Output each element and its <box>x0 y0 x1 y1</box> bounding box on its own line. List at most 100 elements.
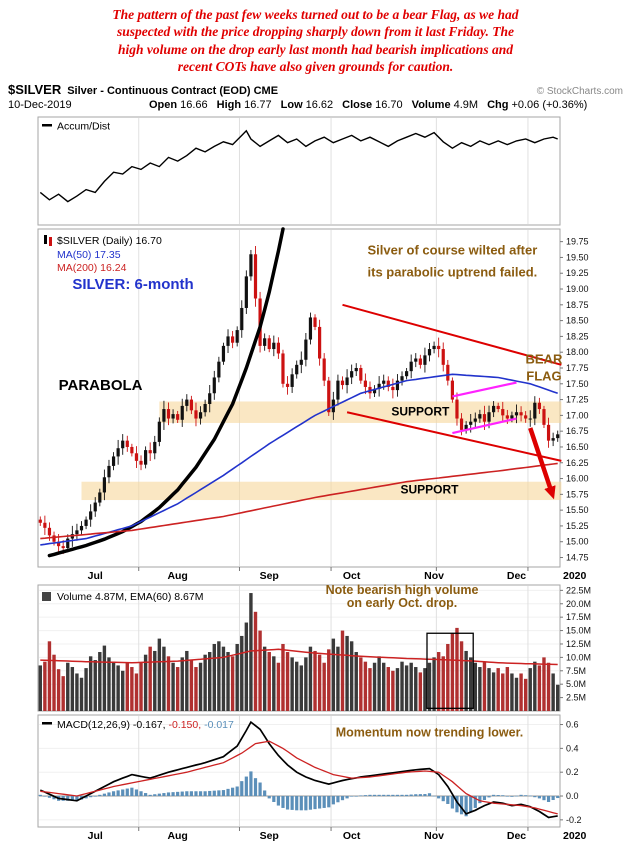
svg-text:Accum/Dist: Accum/Dist <box>57 121 110 133</box>
accum-legend: Accum/Dist <box>42 121 110 133</box>
svg-text:Oct: Oct <box>343 570 361 582</box>
price-legend: $SILVER (Daily) 16.70 MA(50) 17.35MA(200)… <box>44 235 162 274</box>
volume-legend: Volume 4.87M, EMA(60) 8.67M <box>42 591 203 603</box>
svg-text:0.4: 0.4 <box>566 743 579 753</box>
ma50-line <box>40 373 558 546</box>
svg-text:Nov: Nov <box>424 830 444 842</box>
quote-high: High 16.77 <box>216 99 272 112</box>
quote-close: Close 16.70 <box>342 99 403 112</box>
bear-flag-lines <box>452 381 517 435</box>
line-swatch-icon <box>42 124 52 127</box>
svg-text:15.75: 15.75 <box>566 489 589 499</box>
svg-text:Aug: Aug <box>167 830 187 842</box>
macd-histogram <box>38 771 560 817</box>
svg-text:5.0M: 5.0M <box>566 679 586 689</box>
svg-text:18.00: 18.00 <box>566 347 589 357</box>
svg-text:17.50: 17.50 <box>566 379 589 389</box>
svg-text:0.6: 0.6 <box>566 720 579 730</box>
svg-text:10.0M: 10.0M <box>566 652 591 662</box>
svg-text:on early Oct. drop.: on early Oct. drop. <box>347 596 457 610</box>
parabola-curve <box>47 227 285 558</box>
svg-text:16.25: 16.25 <box>566 458 589 468</box>
svg-text:0.0: 0.0 <box>566 791 579 801</box>
commentary-line: suspected with the price dropping sharpl… <box>116 24 515 40</box>
svg-text:20.0M: 20.0M <box>566 599 591 609</box>
svg-text:19.50: 19.50 <box>566 252 589 262</box>
axis-labels: 19.75 19.50 19.25 19.00 18.75 18.50 18.25 18.00… <box>560 237 591 825</box>
svg-text:19.00: 19.00 <box>566 284 589 294</box>
svg-text:7.5M: 7.5M <box>566 666 586 676</box>
svg-text:SUPPORT: SUPPORT <box>391 404 450 418</box>
support-zones <box>81 401 562 501</box>
line-swatch-icon <box>42 722 52 725</box>
svg-text:17.25: 17.25 <box>566 395 589 405</box>
svg-text:18.50: 18.50 <box>566 316 589 326</box>
svg-text:Volume 4.87M, EMA(60) 8.67M: Volume 4.87M, EMA(60) 8.67M <box>57 591 203 603</box>
svg-text:MA(50) 17.35: MA(50) 17.35 <box>57 249 121 261</box>
quote-volume: Volume 4.9M <box>411 99 479 112</box>
svg-text:MA(200) 16.24: MA(200) 16.24 <box>57 262 127 274</box>
svg-text:18.25: 18.25 <box>566 331 589 341</box>
candlestick-icon <box>49 237 52 247</box>
svg-text:19.75: 19.75 <box>566 237 589 247</box>
svg-text:Note bearish high volume: Note bearish high volume <box>326 583 479 597</box>
svg-text:$SILVER (Daily) 16.70: $SILVER (Daily) 16.70 <box>57 235 162 247</box>
macd-annotation: Momentum now trending lower. <box>336 726 524 740</box>
svg-text:FLAG: FLAG <box>526 369 561 384</box>
svg-text:its parabolic uptrend failed.: its parabolic uptrend failed. <box>368 264 538 279</box>
svg-text:19.25: 19.25 <box>566 268 589 278</box>
price-annotations: SILVER: 6-month PARABOLA Silver of course … <box>59 242 563 496</box>
svg-text:Momentum now trending lower.: Momentum now trending lower. <box>336 726 524 740</box>
svg-text:Oct: Oct <box>343 830 361 842</box>
month-labels: Jul Aug Sep Oct Nov Dec 2020 Jul Aug Sep Oct Nov Dec… <box>88 567 587 842</box>
svg-text:PARABOLA: PARABOLA <box>59 377 143 394</box>
svg-text:Dec: Dec <box>507 570 526 582</box>
candlestick-icon <box>44 235 47 245</box>
copyright: © StockCharts.com <box>536 86 623 98</box>
svg-text:2020: 2020 <box>563 830 587 842</box>
commentary-line: The pattern of the past few weeks turned… <box>112 7 519 22</box>
svg-text:16.75: 16.75 <box>566 426 589 436</box>
quote-open: Open 16.66 <box>149 99 208 112</box>
svg-text:SILVER: 6-month: SILVER: 6-month <box>72 276 193 293</box>
quote-low: Low 16.62 <box>280 99 334 112</box>
volume-ema-line <box>40 648 558 666</box>
svg-text:15.25: 15.25 <box>566 521 589 531</box>
stock-chart: Accum/Dist SILVER: 6-month PARABOLA Silver … <box>37 116 591 842</box>
svg-text:18.75: 18.75 <box>566 300 589 310</box>
volume-highlight-box <box>426 632 474 710</box>
svg-text:22.5M: 22.5M <box>566 585 591 595</box>
svg-text:BEAR: BEAR <box>526 352 563 367</box>
svg-text:Jul: Jul <box>88 830 103 842</box>
commentary-line: high volume on the drop early last month… <box>118 41 513 57</box>
svg-text:15.00: 15.00 <box>566 537 589 547</box>
svg-text:16.00: 16.00 <box>566 474 589 484</box>
svg-text:15.0M: 15.0M <box>566 626 591 636</box>
breakdown-arrow <box>528 427 556 500</box>
volume-bars <box>38 593 560 712</box>
svg-text:2020: 2020 <box>563 570 587 582</box>
svg-text:17.5M: 17.5M <box>566 612 591 622</box>
accum-dist-line <box>39 129 558 203</box>
symbol-description: Silver - Continuous Contract (EOD) CME <box>67 85 279 98</box>
svg-text:Jul: Jul <box>88 570 103 582</box>
svg-text:0.2: 0.2 <box>566 767 579 777</box>
bar-swatch-icon <box>42 592 51 602</box>
svg-text:Aug: Aug <box>167 570 187 582</box>
svg-text:-0.2: -0.2 <box>566 815 582 825</box>
svg-text:SUPPORT: SUPPORT <box>400 483 459 497</box>
svg-text:17.00: 17.00 <box>566 410 589 420</box>
svg-text:17.75: 17.75 <box>566 363 589 373</box>
svg-text:MACD(12,26,9) -0.167, -0.150,: MACD(12,26,9) -0.167, -0.150, -0.017 <box>57 719 234 731</box>
svg-text:Nov: Nov <box>424 570 444 582</box>
svg-text:Sep: Sep <box>260 570 279 582</box>
chart-header: $SILVER Silver - Continuous Contract (EO… <box>0 77 631 111</box>
svg-text:Silver of course wilted after: Silver of course wilted after <box>368 242 538 257</box>
candles <box>38 246 560 555</box>
svg-text:Dec: Dec <box>507 830 526 842</box>
svg-text:14.75: 14.75 <box>566 553 589 563</box>
macd-signal-line <box>40 740 558 815</box>
svg-text:2.5M: 2.5M <box>566 693 586 703</box>
ma200-line <box>40 462 558 540</box>
commentary-text: The pattern of the past few weeks turned… <box>0 0 631 77</box>
